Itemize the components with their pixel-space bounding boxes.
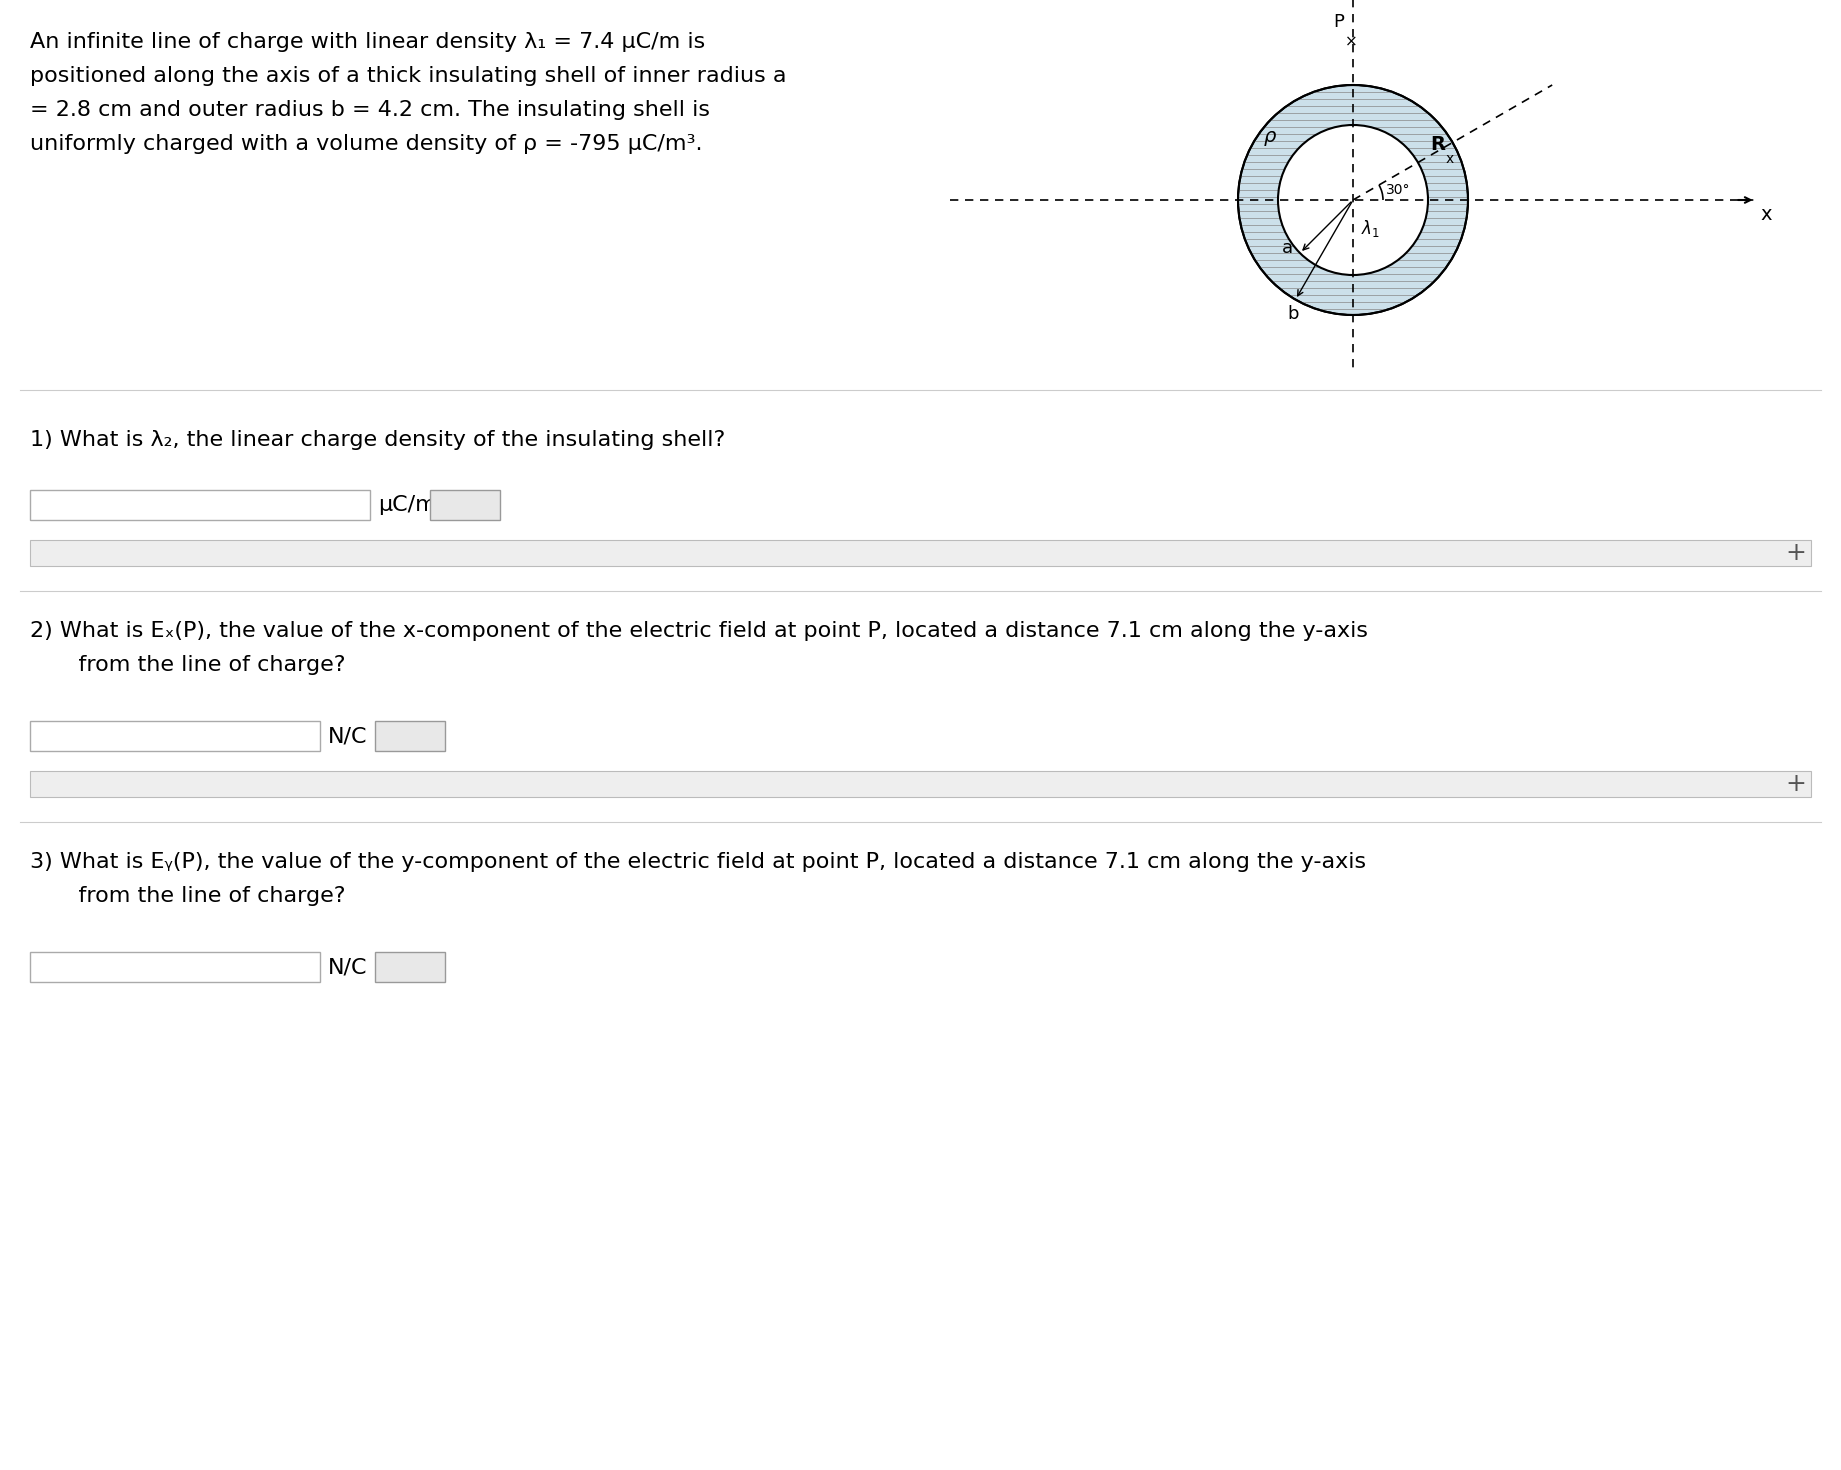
Text: Submit: Submit [433,495,497,514]
FancyBboxPatch shape [29,770,1812,797]
FancyBboxPatch shape [29,953,320,982]
Text: 30°: 30° [1386,182,1410,197]
Text: 2) What is Eₓ(P), the value of the x-component of the electric field at point P,: 2) What is Eₓ(P), the value of the x-com… [29,620,1368,641]
Text: N/C: N/C [328,957,368,978]
Text: = 2.8 cm and outer radius b = 4.2 cm. The insulating shell is: = 2.8 cm and outer radius b = 4.2 cm. Th… [29,100,711,121]
Text: 3) What is Eᵧ(P), the value of the y-component of the electric field at point P,: 3) What is Eᵧ(P), the value of the y-com… [29,853,1366,872]
Text: Submit: Submit [377,728,442,745]
Text: Submit: Submit [377,958,442,976]
Text: from the line of charge?: from the line of charge? [50,656,346,675]
Text: μC/m: μC/m [377,495,436,514]
Text: x: x [1760,204,1773,223]
FancyBboxPatch shape [376,953,446,982]
Circle shape [1237,85,1467,315]
Text: $\lambda_1$: $\lambda_1$ [1360,218,1381,240]
Text: ×: × [1346,34,1359,50]
Text: from the line of charge?: from the line of charge? [50,886,346,906]
Text: a: a [1281,240,1292,257]
Text: 1) What is λ₂, the linear charge density of the insulating shell?: 1) What is λ₂, the linear charge density… [29,431,725,450]
Text: An infinite line of charge with linear density λ₁ = 7.4 μC/m is: An infinite line of charge with linear d… [29,32,705,51]
Text: b: b [1287,304,1300,322]
FancyBboxPatch shape [376,720,446,751]
FancyBboxPatch shape [29,539,1812,566]
Text: N/C: N/C [328,726,368,745]
Text: R: R [1430,135,1445,154]
Text: +: + [1786,772,1806,795]
FancyBboxPatch shape [431,490,501,520]
Text: uniformly charged with a volume density of ρ = -795 μC/m³.: uniformly charged with a volume density … [29,134,703,154]
Text: x: x [1445,151,1454,166]
Text: P: P [1333,13,1344,31]
Circle shape [1278,125,1429,275]
FancyBboxPatch shape [29,720,320,751]
Text: +: + [1786,541,1806,564]
Text: ρ: ρ [1263,128,1276,146]
FancyBboxPatch shape [29,490,370,520]
Text: positioned along the axis of a thick insulating shell of inner radius a: positioned along the axis of a thick ins… [29,66,786,87]
